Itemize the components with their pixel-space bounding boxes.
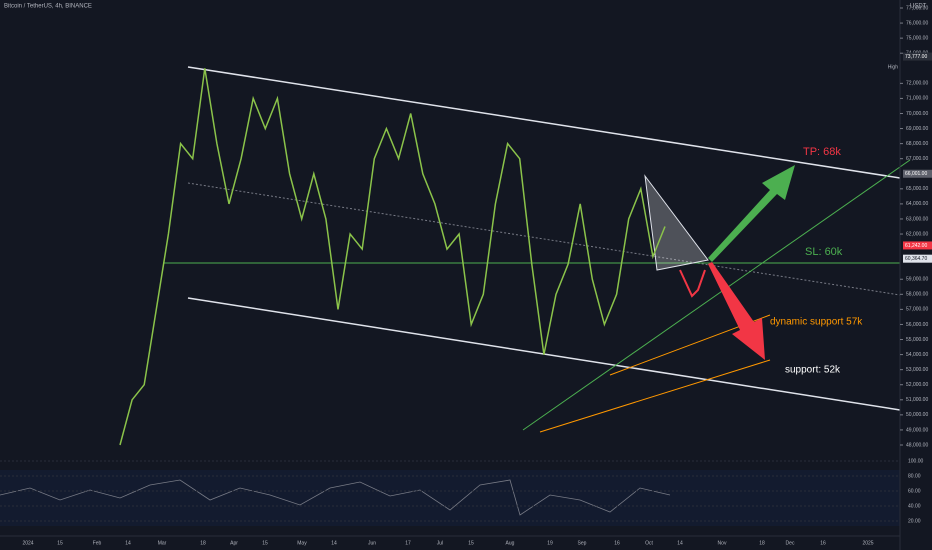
y-tick-label: 56,000.00 — [906, 322, 928, 328]
annotation: dynamic support 57k — [770, 317, 863, 328]
dyn-support-arrow — [539, 359, 771, 433]
indicator-tick-label: 40.00 — [908, 503, 921, 509]
y-tick-label: 49,000.00 — [906, 427, 928, 433]
x-tick-label: Nov — [718, 540, 727, 546]
x-tick-label: 16 — [614, 540, 620, 546]
y-tick-label: 77,000.00 — [906, 5, 928, 11]
down-arrow — [708, 262, 765, 360]
x-tick-label: 18 — [759, 540, 765, 546]
y-tick-label: 68,000.00 — [906, 141, 928, 147]
y-tick-label: 64,000.00 — [906, 201, 928, 207]
y-tick-label: 72,000.00 — [906, 81, 928, 87]
currency: USDT — [910, 4, 927, 10]
price-label-box — [903, 241, 932, 250]
price-label-box — [903, 169, 932, 178]
indicator-tick-label: 60.00 — [908, 488, 921, 494]
x-tick-label: Jun — [368, 540, 376, 546]
y-tick-label: 54,000.00 — [906, 352, 928, 358]
x-tick-label: Feb — [93, 540, 102, 546]
annotation: SL: 60k — [805, 246, 843, 258]
trend-line — [522, 159, 911, 431]
y-tick-label: 71,000.00 — [906, 96, 928, 102]
y-tick-label: 55,000.00 — [906, 337, 928, 343]
x-tick-label: Dec — [786, 540, 795, 546]
x-tick-label: 14 — [125, 540, 131, 546]
y-tick-label: 52,000.00 — [906, 382, 928, 388]
price-label: 60,364.70 — [905, 256, 927, 262]
y-tick-label: 62,000.00 — [906, 231, 928, 237]
x-tick-label: 2025 — [862, 540, 873, 546]
y-tick-label: 65,000.00 — [906, 186, 928, 192]
x-tick-label: 16 — [820, 540, 826, 546]
y-tick-label: 48,000.00 — [906, 442, 928, 448]
price-label: 66,001.00 — [905, 171, 927, 177]
x-tick-label: 14 — [331, 540, 337, 546]
price-label: 61,242.00 — [905, 243, 927, 249]
price-label-box — [903, 254, 932, 263]
y-tick-label: 51,000.00 — [906, 397, 928, 403]
x-tick-label: 2024 — [22, 540, 33, 546]
y-tick-label: 50,000.00 — [906, 412, 928, 418]
indicator-tick-label: 80.00 — [908, 473, 921, 479]
high-label: High — [888, 64, 899, 70]
x-tick-label: 15 — [262, 540, 268, 546]
y-tick-label: 69,000.00 — [906, 126, 928, 132]
price-label-box — [903, 52, 932, 61]
x-tick-label: May — [297, 540, 307, 546]
price-label: 73,777.00 — [905, 54, 927, 60]
down-arrow-small — [679, 269, 706, 298]
y-tick-label: 63,000.00 — [906, 216, 928, 222]
y-tick-label: 58,000.00 — [906, 292, 928, 298]
y-tick-label: 70,000.00 — [906, 111, 928, 117]
annotation: TP: 68k — [803, 146, 841, 158]
chart-title: Bitcoin / TetherUS, 4h, BINANCE — [4, 4, 92, 10]
triangle — [644, 174, 709, 271]
x-tick-label: Sep — [578, 540, 587, 546]
y-tick-label: 67,000.00 — [906, 156, 928, 162]
x-tick-label: 15 — [468, 540, 474, 546]
y-tick-label: 59,000.00 — [906, 277, 928, 283]
x-tick-label: Mar — [158, 540, 167, 546]
channel-top — [187, 66, 901, 179]
price-line — [119, 68, 666, 446]
x-tick-label: Oct — [645, 540, 653, 546]
y-tick-label: 75,000.00 — [906, 35, 928, 41]
indicator-tick-label: 20.00 — [908, 518, 921, 524]
x-tick-label: Aug — [506, 540, 515, 546]
indicator-band — [0, 470, 900, 526]
x-tick-label: Apr — [230, 540, 238, 546]
x-tick-label: 14 — [677, 540, 683, 546]
indicator-line — [0, 479, 671, 516]
indicator-tick-label: 100.00 — [908, 458, 924, 464]
x-tick-label: Jul — [437, 540, 443, 546]
x-tick-label: 18 — [200, 540, 206, 546]
y-tick-label: 76,000.00 — [906, 20, 928, 26]
y-tick-label: 53,000.00 — [906, 367, 928, 373]
x-tick-label: 19 — [547, 540, 553, 546]
annotation: support: 52k — [785, 365, 841, 376]
x-tick-label: 15 — [57, 540, 63, 546]
x-tick-label: 17 — [405, 540, 411, 546]
up-arrow — [708, 165, 795, 262]
y-tick-label: 57,000.00 — [906, 307, 928, 313]
